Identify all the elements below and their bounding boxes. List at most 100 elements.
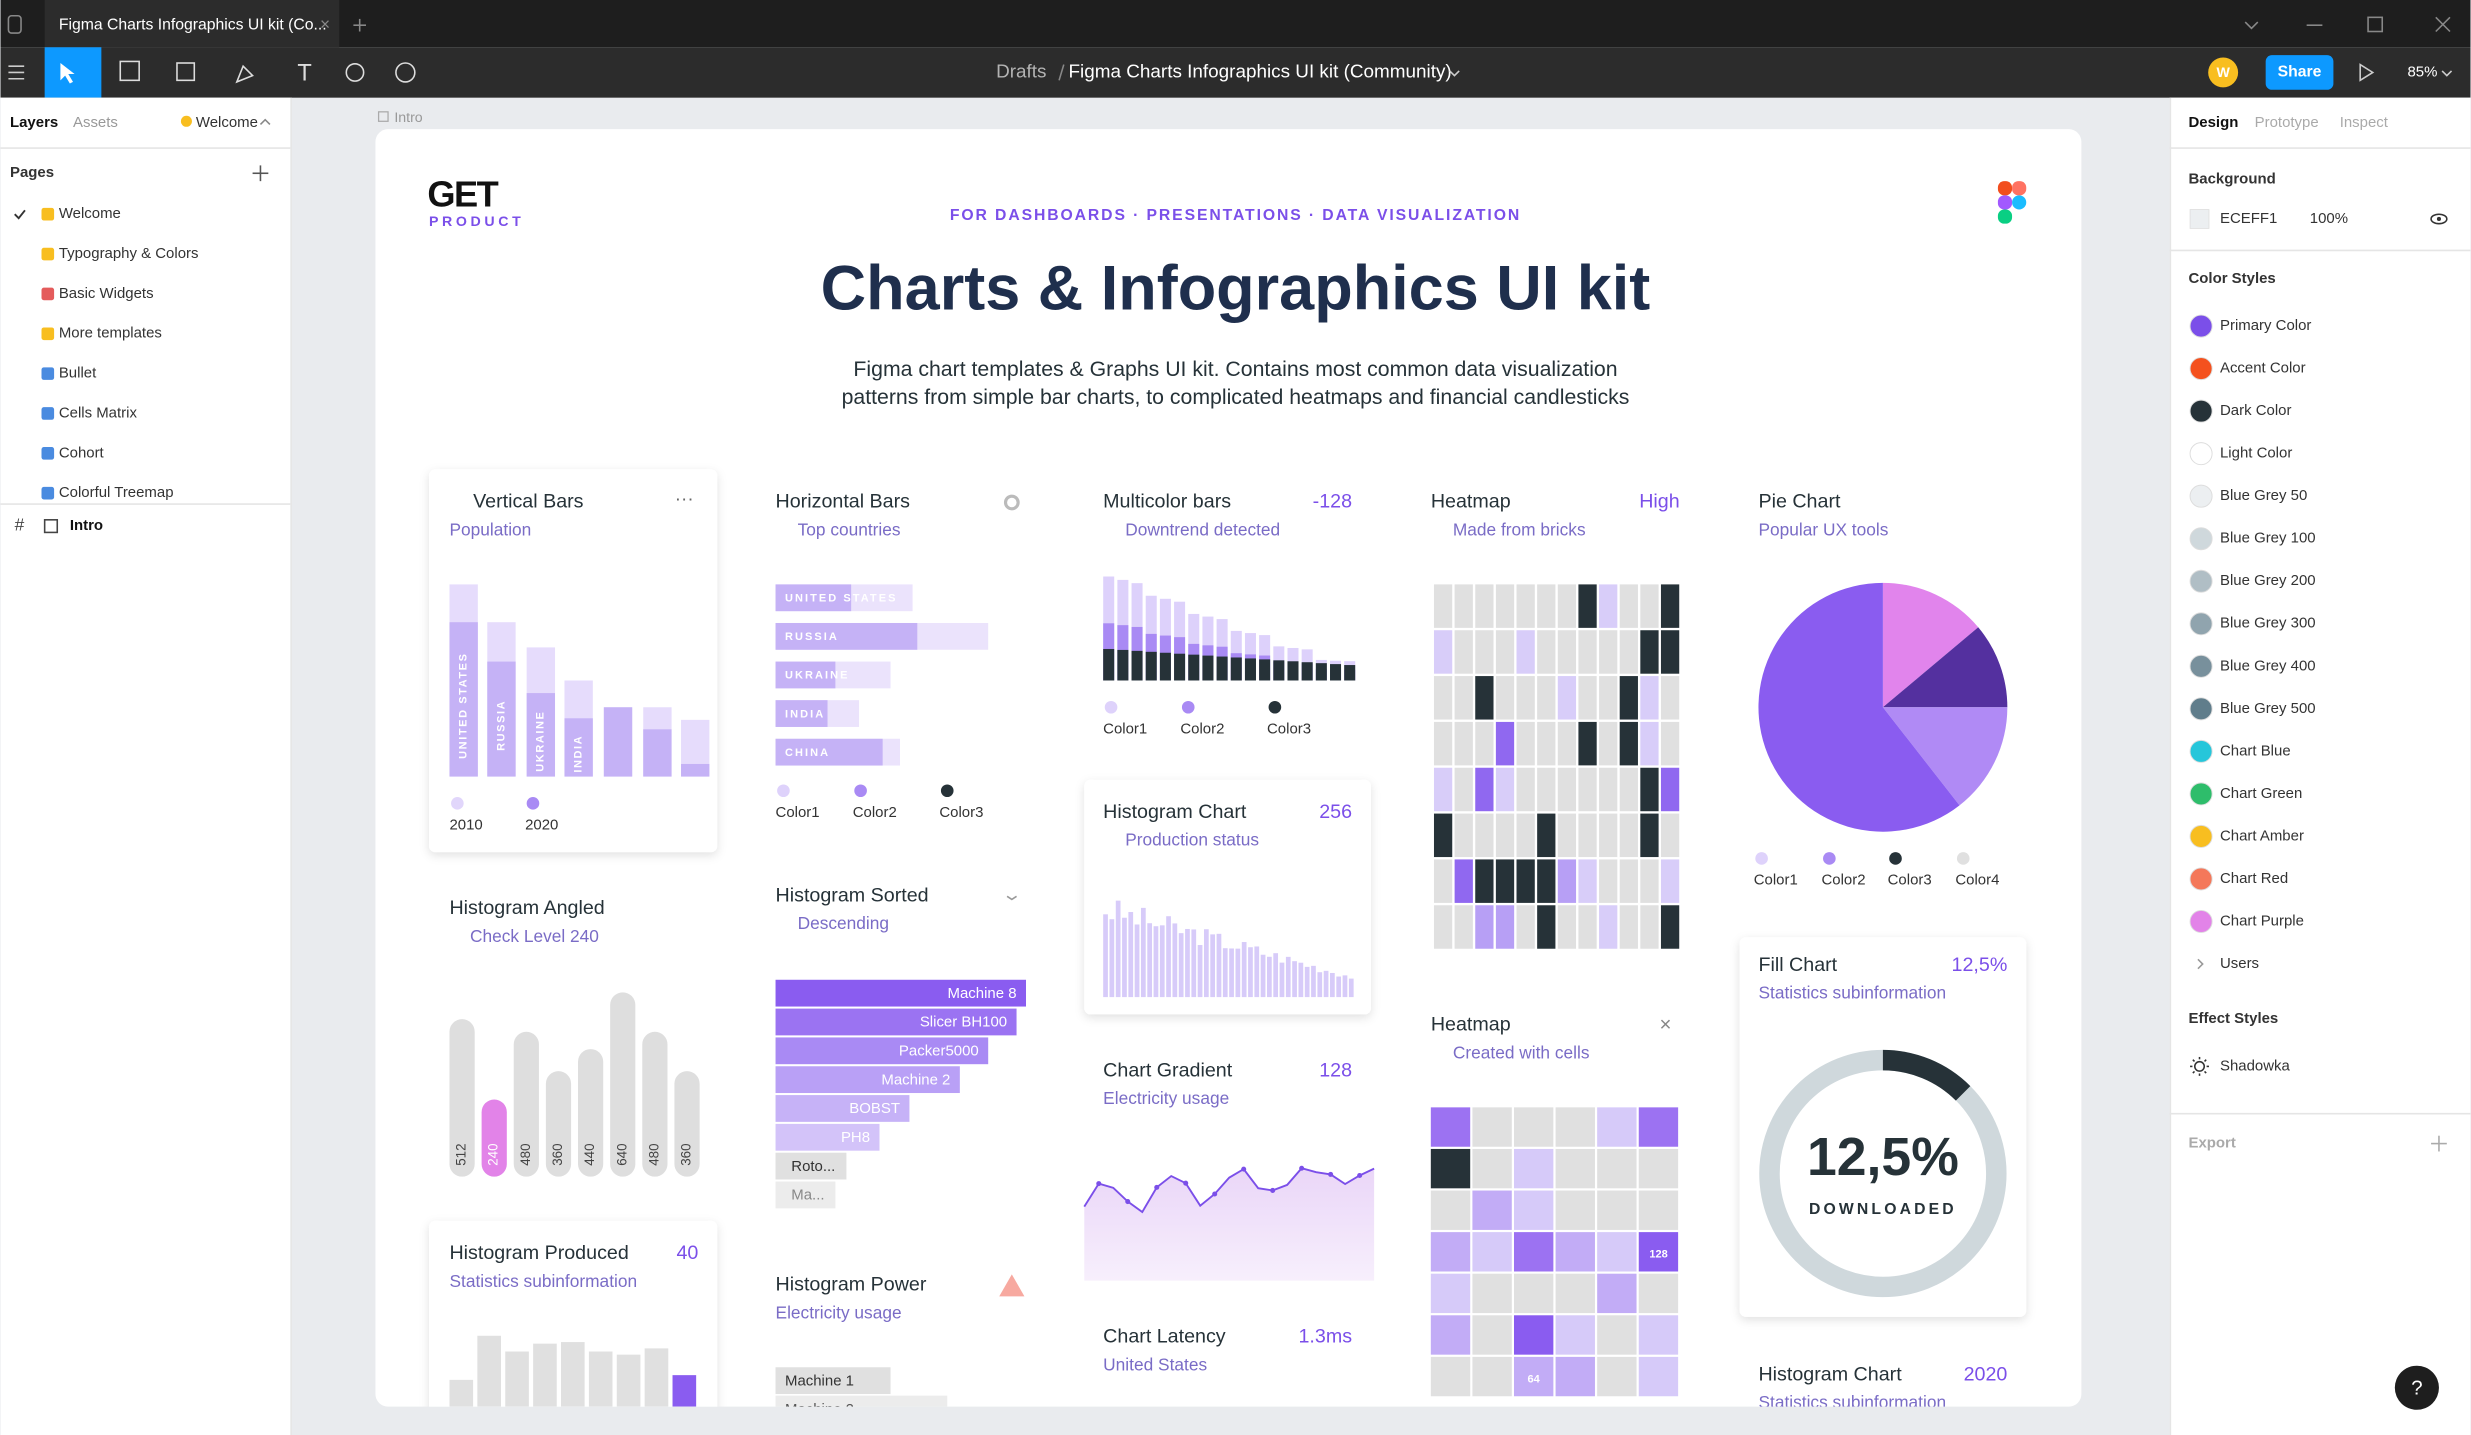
heatmap-brick (1557, 905, 1577, 949)
page-item[interactable]: Cells Matrix (59, 404, 138, 421)
color-style-name[interactable]: Blue Grey 200 (2220, 572, 2316, 589)
color-swatch[interactable] (2189, 357, 2213, 381)
heatmap-brick (1660, 767, 1680, 812)
legend-dot (1104, 700, 1118, 714)
card-title: Histogram Produced (449, 1242, 628, 1264)
visibility-icon[interactable] (2430, 213, 2448, 225)
share-button[interactable] (2265, 55, 2334, 90)
color-swatch[interactable] (2189, 782, 2213, 806)
tab-active[interactable] (44, 0, 340, 48)
page-item[interactable]: Basic Widgets (59, 285, 154, 302)
file-name[interactable]: Figma Charts Infographics UI kit (Commun… (1069, 61, 1452, 82)
histogram-bar (1103, 914, 1108, 998)
cell-label: 128 (1649, 1249, 1667, 1261)
histogram-bar (1342, 975, 1348, 998)
color-style-name[interactable]: Chart Blue (2220, 742, 2291, 759)
color-style-name[interactable]: Primary Color (2220, 317, 2311, 334)
color-swatch[interactable] (2189, 484, 2213, 508)
figma-logo-part (2012, 195, 2027, 210)
section-heading: Effect Styles (2188, 1010, 2278, 1027)
figma-logo-part (2012, 181, 2027, 196)
card-title: Histogram Chart (1103, 801, 1247, 823)
avatar[interactable] (2208, 57, 2239, 88)
color-style-name[interactable]: Dark Color (2220, 402, 2291, 419)
heatmap-cell (1472, 1190, 1512, 1230)
heatmap-cell (1472, 1107, 1512, 1147)
text-tool[interactable]: T (297, 60, 311, 86)
color-swatch[interactable] (2189, 824, 2213, 848)
color-swatch[interactable] (2189, 569, 2213, 593)
color-swatch[interactable] (2189, 399, 2213, 423)
help-button[interactable] (2394, 1365, 2439, 1410)
shape-tool[interactable] (176, 62, 196, 82)
color-style-name[interactable]: Blue Grey 500 (2220, 700, 2316, 717)
heatmap-brick (1475, 905, 1494, 949)
color-swatch[interactable] (2189, 867, 2213, 891)
heatmap-brick (1619, 905, 1638, 949)
color-swatch[interactable] (2189, 442, 2213, 466)
panel-tab[interactable]: Assets (73, 114, 118, 131)
heatmap-cell (1597, 1273, 1637, 1314)
panel-tab[interactable]: Prototype (2255, 114, 2319, 131)
heatmap-brick (1619, 859, 1638, 903)
color-style-name[interactable]: Chart Purple (2220, 912, 2304, 929)
current-page[interactable]: Welcome (196, 114, 258, 131)
layer-item[interactable]: Intro (70, 517, 103, 534)
frame-icon (377, 111, 389, 122)
tab-title[interactable]: Figma Charts Infographics UI kit (Co... (59, 16, 327, 33)
card-title: Fill Chart (1758, 954, 1837, 976)
heatmap-brick (1578, 676, 1597, 720)
color-style-name[interactable]: Blue Grey 100 (2220, 530, 2316, 547)
background-color[interactable]: ECEFF1 (2220, 210, 2277, 227)
heatmap-brick (1660, 859, 1680, 903)
style-group[interactable]: Users (2220, 955, 2259, 972)
color-style-name[interactable]: Accent Color (2220, 360, 2306, 377)
zoom-level[interactable]: 85% (2407, 63, 2437, 80)
color-style-name[interactable]: Light Color (2220, 445, 2292, 462)
heatmap-brick (1619, 630, 1638, 674)
color-swatch[interactable] (2189, 909, 2213, 933)
breadcrumb[interactable]: Drafts (996, 61, 1046, 82)
color-swatch[interactable] (2189, 314, 2213, 338)
background-opacity[interactable]: 100% (2310, 210, 2348, 227)
heatmap-brick (1475, 859, 1494, 903)
heatmap-brick (1495, 721, 1515, 766)
color-swatch[interactable] (2189, 527, 2213, 551)
color-style-name[interactable]: Chart Green (2220, 785, 2302, 802)
page-item[interactable]: More templates (59, 325, 162, 342)
page-item[interactable]: Bullet (59, 365, 97, 382)
move-tool[interactable] (44, 47, 102, 98)
background-swatch[interactable] (2189, 209, 2210, 229)
page-item[interactable]: Colorful Treemap (59, 484, 174, 501)
color-style-name[interactable]: Blue Grey 300 (2220, 615, 2316, 632)
window-maximize[interactable] (2367, 16, 2384, 33)
pie-slice (1758, 582, 1960, 832)
page-item[interactable]: Welcome (59, 205, 121, 222)
color-swatch[interactable] (2189, 654, 2213, 678)
panel-tab[interactable]: Inspect (2340, 114, 2389, 131)
legend-dot (1823, 852, 1836, 865)
color-style-name[interactable]: Chart Amber (2220, 827, 2304, 844)
color-swatch[interactable] (2189, 739, 2213, 763)
color-swatch[interactable] (2189, 612, 2213, 636)
panel-tab[interactable]: Design (2188, 114, 2238, 131)
heatmap-brick (1578, 905, 1597, 949)
effect-style-name[interactable]: Shadowka (2220, 1057, 2291, 1074)
page-item[interactable]: Cohort (59, 444, 105, 461)
color-style-name[interactable]: Blue Grey 400 (2220, 657, 2316, 674)
page-item[interactable]: Typography & Colors (59, 245, 199, 262)
color-swatch[interactable] (2189, 697, 2213, 721)
heatmap-brick (1516, 813, 1535, 858)
hand-tool[interactable] (345, 63, 365, 82)
page-icon (41, 207, 55, 221)
bar-segment (681, 763, 710, 777)
bar-label: Machine 1 (785, 1372, 854, 1389)
comment-tool[interactable] (395, 62, 416, 83)
color-style-name[interactable]: Chart Red (2220, 870, 2288, 887)
color-style-name[interactable]: Blue Grey 50 (2220, 487, 2307, 504)
frame-tool[interactable] (119, 60, 140, 82)
tab-close[interactable]: × (320, 14, 330, 34)
share-label[interactable]: Share (2278, 64, 2322, 81)
chevron-icon (2244, 21, 2259, 30)
panel-tab[interactable]: Layers (10, 114, 58, 131)
